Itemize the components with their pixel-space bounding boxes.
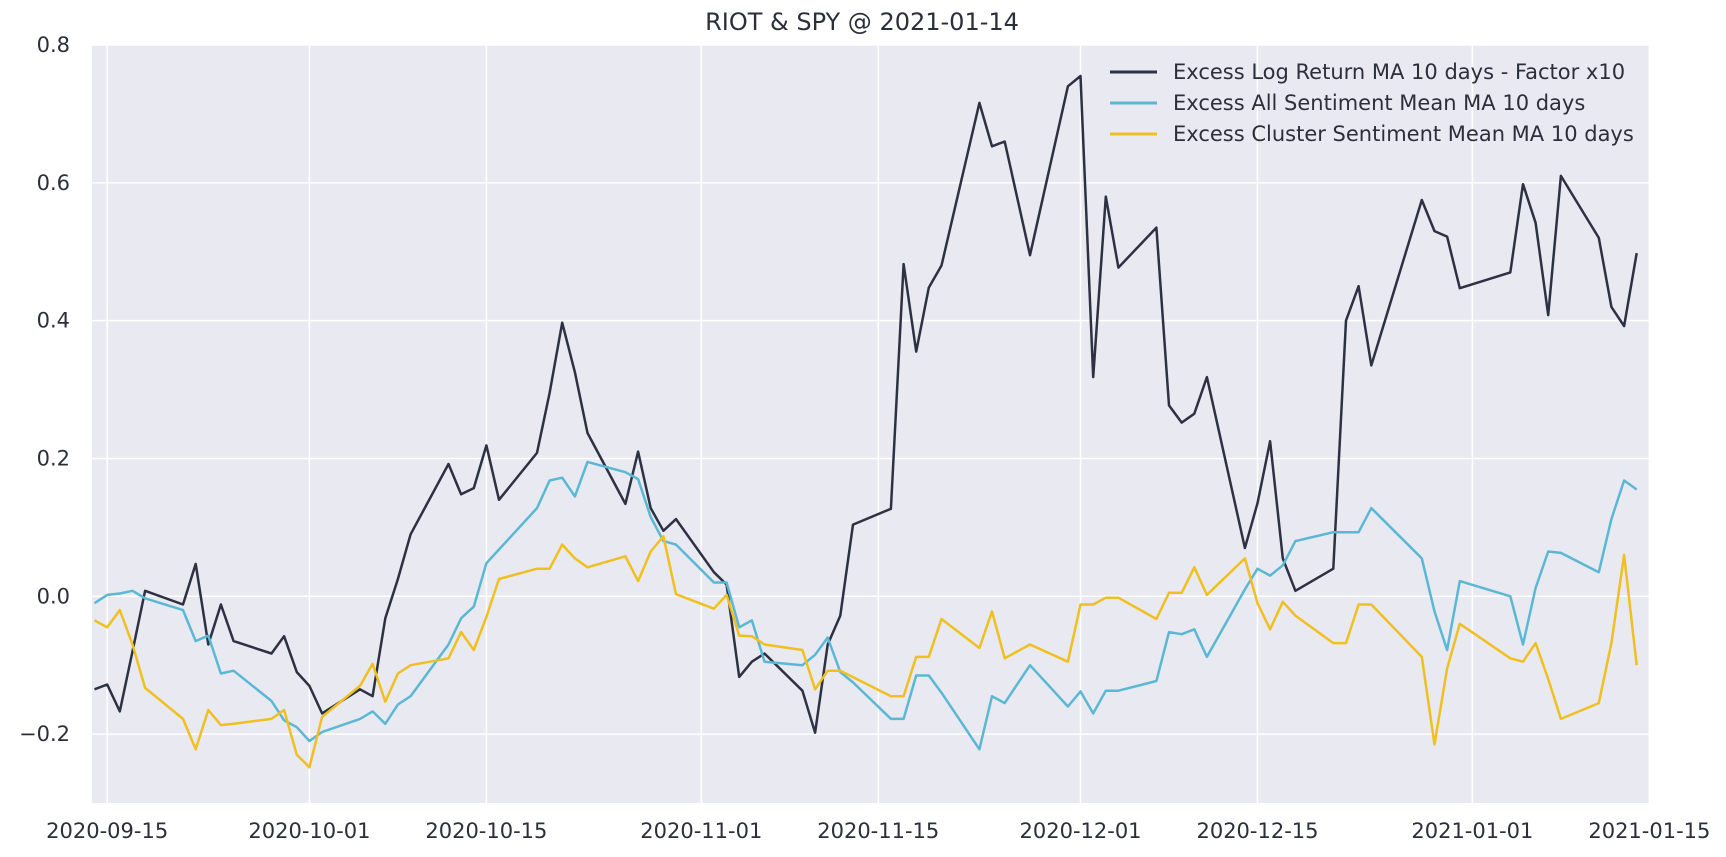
y-tick-label: −0.2 <box>19 722 70 746</box>
x-tick-label: 2020-12-15 <box>1196 819 1318 843</box>
plot-area <box>92 45 1650 803</box>
x-tick-label: 2021-01-15 <box>1588 819 1710 843</box>
y-tick-label: 0.0 <box>37 584 70 608</box>
x-tick-label: 2021-01-01 <box>1411 819 1533 843</box>
x-tick-label: 2020-11-15 <box>817 819 939 843</box>
series-line-1 <box>94 74 1638 734</box>
chart-title: RIOT & SPY @ 2021-01-14 <box>705 8 1019 36</box>
y-tick-labels: −0.2 0.0 0.2 0.4 0.6 0.8 <box>19 33 70 746</box>
x-tick-labels: 2020-09-15 2020-10-01 2020-10-15 2020-11-01… <box>46 819 1710 843</box>
series-lines <box>93 74 1638 769</box>
series-line-2 <box>93 460 1638 751</box>
x-tick-label: 2020-10-15 <box>425 819 547 843</box>
legend: Excess Log Return MA 10 days - Factor x1… <box>1110 60 1634 146</box>
grid-lines <box>92 44 1651 803</box>
x-tick-label: 2020-10-01 <box>248 819 370 843</box>
y-tick-label: 0.4 <box>37 309 70 333</box>
y-tick-label: 0.6 <box>37 171 70 195</box>
series-line-3 <box>93 535 1638 769</box>
y-tick-label: 0.8 <box>37 33 70 57</box>
x-tick-label: 2020-11-01 <box>640 819 762 843</box>
y-tick-label: 0.2 <box>37 446 70 470</box>
x-tick-label: 2020-09-15 <box>46 819 168 843</box>
legend-label: Excess Log Return MA 10 days - Factor x1… <box>1173 60 1625 84</box>
legend-label: Excess Cluster Sentiment Mean MA 10 days <box>1173 122 1634 146</box>
x-tick-label: 2020-12-01 <box>1020 819 1142 843</box>
legend-label: Excess All Sentiment Mean MA 10 days <box>1173 91 1585 115</box>
